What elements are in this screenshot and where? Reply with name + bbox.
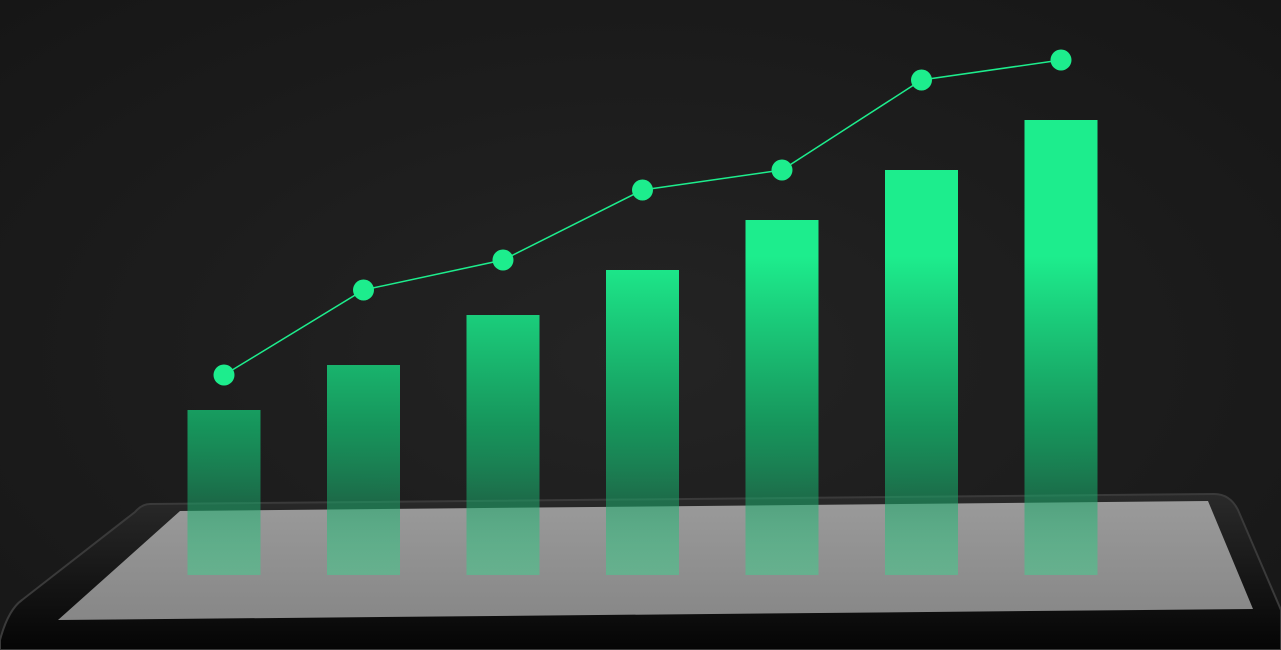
trend-point-3	[492, 249, 514, 271]
bar-7	[1024, 120, 1098, 575]
bar-3	[466, 315, 540, 575]
bar-2	[327, 365, 400, 575]
trend-point-1	[213, 364, 235, 386]
bar-4	[606, 270, 679, 575]
bars-layer	[187, 120, 1098, 575]
trend-point-5	[771, 159, 793, 181]
bar-5	[745, 220, 819, 575]
trend-point-4	[632, 179, 653, 201]
trend-point-6	[911, 69, 932, 91]
trend-point-7	[1050, 49, 1072, 71]
points-layer	[213, 49, 1072, 386]
bar-1	[187, 410, 261, 575]
bar-6	[885, 170, 958, 575]
trend-point-2	[353, 279, 374, 301]
